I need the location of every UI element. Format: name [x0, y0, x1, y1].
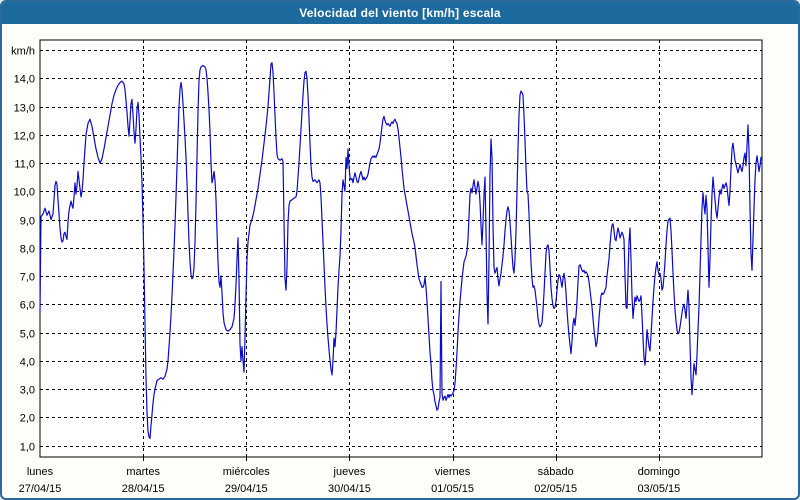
x-date-label: 01/05/15 — [431, 483, 474, 495]
y-tick-label: 5,0 — [20, 329, 35, 341]
y-tick-label: 12,0 — [14, 131, 35, 143]
x-day-label: viernes — [435, 466, 471, 478]
y-axis-unit-label: km/h — [11, 46, 35, 58]
y-tick-label: 2,0 — [20, 413, 35, 425]
chart-title: Velocidad del viento [km/h] escala — [299, 6, 501, 20]
x-day-label: lunes — [27, 466, 54, 478]
y-tick-label: 11,0 — [14, 159, 35, 171]
y-tick-label: 14,0 — [14, 74, 35, 86]
y-tick-label: 8,0 — [20, 244, 35, 256]
x-day-label: martes — [126, 466, 160, 478]
x-date-label: 02/05/15 — [534, 483, 577, 495]
y-tick-label: 13,0 — [14, 103, 35, 115]
y-tick-label: 9,0 — [20, 216, 35, 228]
x-day-label: sábado — [538, 466, 574, 478]
y-tick-label: 7,0 — [20, 272, 35, 284]
wind-speed-chart: 1,0 2,0 3,0 4,0 5,0 6,0 7,0 8,0 9,0 10,0 11,0 12,0 1… — [11, 39, 763, 495]
x-day-label: miércoles — [223, 466, 271, 478]
y-tick-label: 10,0 — [14, 187, 35, 199]
wind-speed-line — [39, 62, 763, 439]
y-tick-label: 1,0 — [20, 442, 35, 454]
y-tick-label: 3,0 — [20, 385, 35, 397]
x-date-label: 28/04/15 — [122, 483, 165, 495]
y-tick-label: 4,0 — [20, 357, 35, 369]
x-date-label: 29/04/15 — [225, 483, 268, 495]
x-day-label: domingo — [638, 466, 680, 478]
x-date-label: 30/04/15 — [328, 483, 371, 495]
x-day-label: jueves — [333, 466, 366, 478]
y-tick-label: 6,0 — [20, 300, 35, 312]
x-date-label: 27/04/15 — [19, 483, 62, 495]
x-date-label: 03/05/15 — [637, 483, 680, 495]
chart-title-bar: Velocidad del viento [km/h] escala — [2, 2, 798, 24]
